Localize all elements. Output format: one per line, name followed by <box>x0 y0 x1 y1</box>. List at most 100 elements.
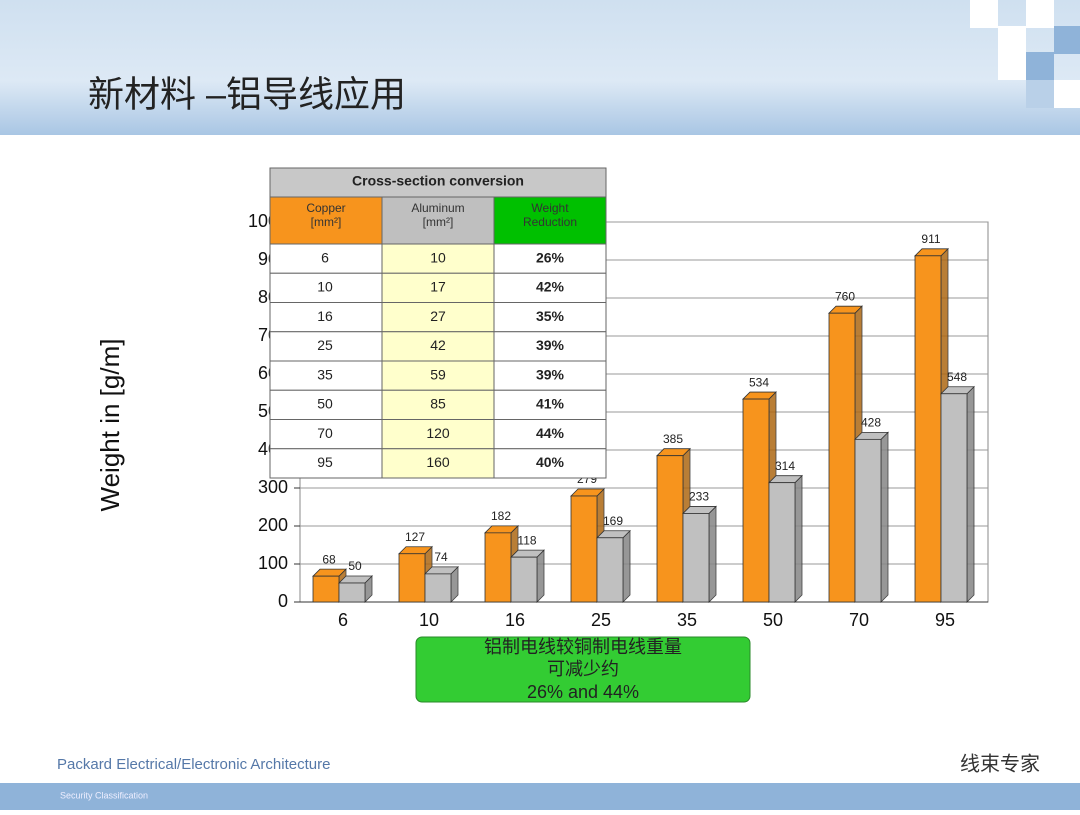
table-cell <box>381 272 495 303</box>
table-cell-text: 35 <box>317 366 333 382</box>
data-label: 50 <box>348 559 362 573</box>
table-cell <box>381 331 495 362</box>
note-line: 铝制电线较铜制电线重量 <box>484 637 682 657</box>
data-label: 68 <box>322 552 336 566</box>
x-tick-label: 50 <box>763 610 783 630</box>
footer: Packard Electrical/Electronic Architectu… <box>57 756 330 773</box>
bar <box>570 495 598 603</box>
bar <box>940 393 968 603</box>
table-cell <box>493 419 607 450</box>
table-cell <box>493 302 607 333</box>
data-label: 74 <box>434 550 448 564</box>
table-cell <box>381 243 495 274</box>
data-label: 233 <box>689 490 709 504</box>
bar <box>768 482 796 603</box>
table-cell <box>381 419 495 450</box>
table-cell-text: 26% <box>536 249 565 265</box>
x-tick-label: 6 <box>338 610 348 630</box>
bar <box>854 438 882 603</box>
table-cell <box>493 272 607 303</box>
table-cell-text: 39% <box>536 337 565 353</box>
bar <box>338 582 366 603</box>
data-label: 127 <box>405 530 425 544</box>
note-line: 26% and 44% <box>527 682 639 702</box>
x-tick-label: 10 <box>419 610 439 630</box>
table-cell-text: 120 <box>426 425 450 441</box>
data-label: 911 <box>921 232 940 246</box>
table-cell-text: 10 <box>317 279 333 295</box>
bar-side <box>794 474 803 603</box>
x-tick-label: 25 <box>591 610 611 630</box>
bar <box>828 312 856 603</box>
table-cell-text: 40% <box>536 454 565 470</box>
table: Cross-section conversionCopper[mm²]Alumi… <box>269 167 607 479</box>
table-cell-text: 41% <box>536 396 565 412</box>
table-cell-text: 27 <box>430 308 446 324</box>
table-cell <box>493 331 607 362</box>
table-cell <box>493 448 607 479</box>
bar-side <box>536 549 545 603</box>
y-tick-label: 100 <box>258 553 288 573</box>
table-cell-text: 42 <box>430 337 446 353</box>
table-header-text: Reduction <box>523 215 577 229</box>
table-cell <box>381 302 495 333</box>
table-header-text: [mm²] <box>423 215 454 229</box>
table-header-text: Copper <box>306 201 345 215</box>
table-cell <box>269 302 383 333</box>
table-title-cell <box>269 167 607 198</box>
checker <box>970 0 1080 108</box>
data-label: 428 <box>861 416 881 430</box>
header-band <box>0 0 1080 135</box>
table-cell <box>493 360 607 391</box>
y-axis-label: Weight in [g/m] <box>95 339 125 512</box>
classification: Security Classification <box>60 790 148 800</box>
table-cell <box>269 419 383 450</box>
bar-side <box>708 505 717 603</box>
table-cell-text: 59 <box>430 366 446 382</box>
table-title: Cross-section conversion <box>352 173 524 189</box>
table-cell-text: 50 <box>317 396 333 412</box>
x-tick-label: 70 <box>849 610 869 630</box>
slide-title: 新材料 –铝导线应用 <box>88 74 406 115</box>
bar <box>510 556 538 603</box>
bar <box>656 455 684 603</box>
table-header-cell <box>381 196 495 245</box>
bar <box>424 573 452 603</box>
bar <box>312 575 340 603</box>
data-label: 385 <box>663 432 683 446</box>
data-label: 548 <box>947 370 967 384</box>
table-cell-text: 44% <box>536 425 565 441</box>
bar <box>742 398 770 603</box>
y-tick-label: 0 <box>278 591 288 611</box>
table-cell-text: 85 <box>430 396 446 412</box>
footer-band <box>0 783 1080 810</box>
data-label: 534 <box>749 375 769 389</box>
table-cell <box>269 448 383 479</box>
bar-side <box>622 529 631 603</box>
table-header-text: [mm²] <box>311 215 342 229</box>
table-cell-text: 6 <box>321 249 329 265</box>
x-tick-label: 35 <box>677 610 697 630</box>
bar <box>682 513 710 603</box>
table-cell-text: 42% <box>536 279 565 295</box>
data-label: 118 <box>517 533 536 547</box>
table-cell-text: 160 <box>426 454 450 470</box>
table-cell <box>381 360 495 391</box>
table-cell-text: 70 <box>317 425 333 441</box>
table-cell <box>493 243 607 274</box>
table-cell <box>269 331 383 362</box>
y-tick-label: 300 <box>258 477 288 497</box>
bar <box>914 255 942 603</box>
y-tick-label: 200 <box>258 515 288 535</box>
watermark: 线束专家 <box>960 752 1040 775</box>
table-cell-text: 35% <box>536 308 565 324</box>
note-line: 可减少约 <box>547 659 619 679</box>
note-box <box>415 636 751 703</box>
table-cell-text: 39% <box>536 366 565 382</box>
bar-side <box>880 431 889 603</box>
data-label: 169 <box>603 514 623 528</box>
data-label: 760 <box>835 289 855 303</box>
table-cell-text: 16 <box>317 308 333 324</box>
table-header-text: Aluminum <box>411 201 464 215</box>
